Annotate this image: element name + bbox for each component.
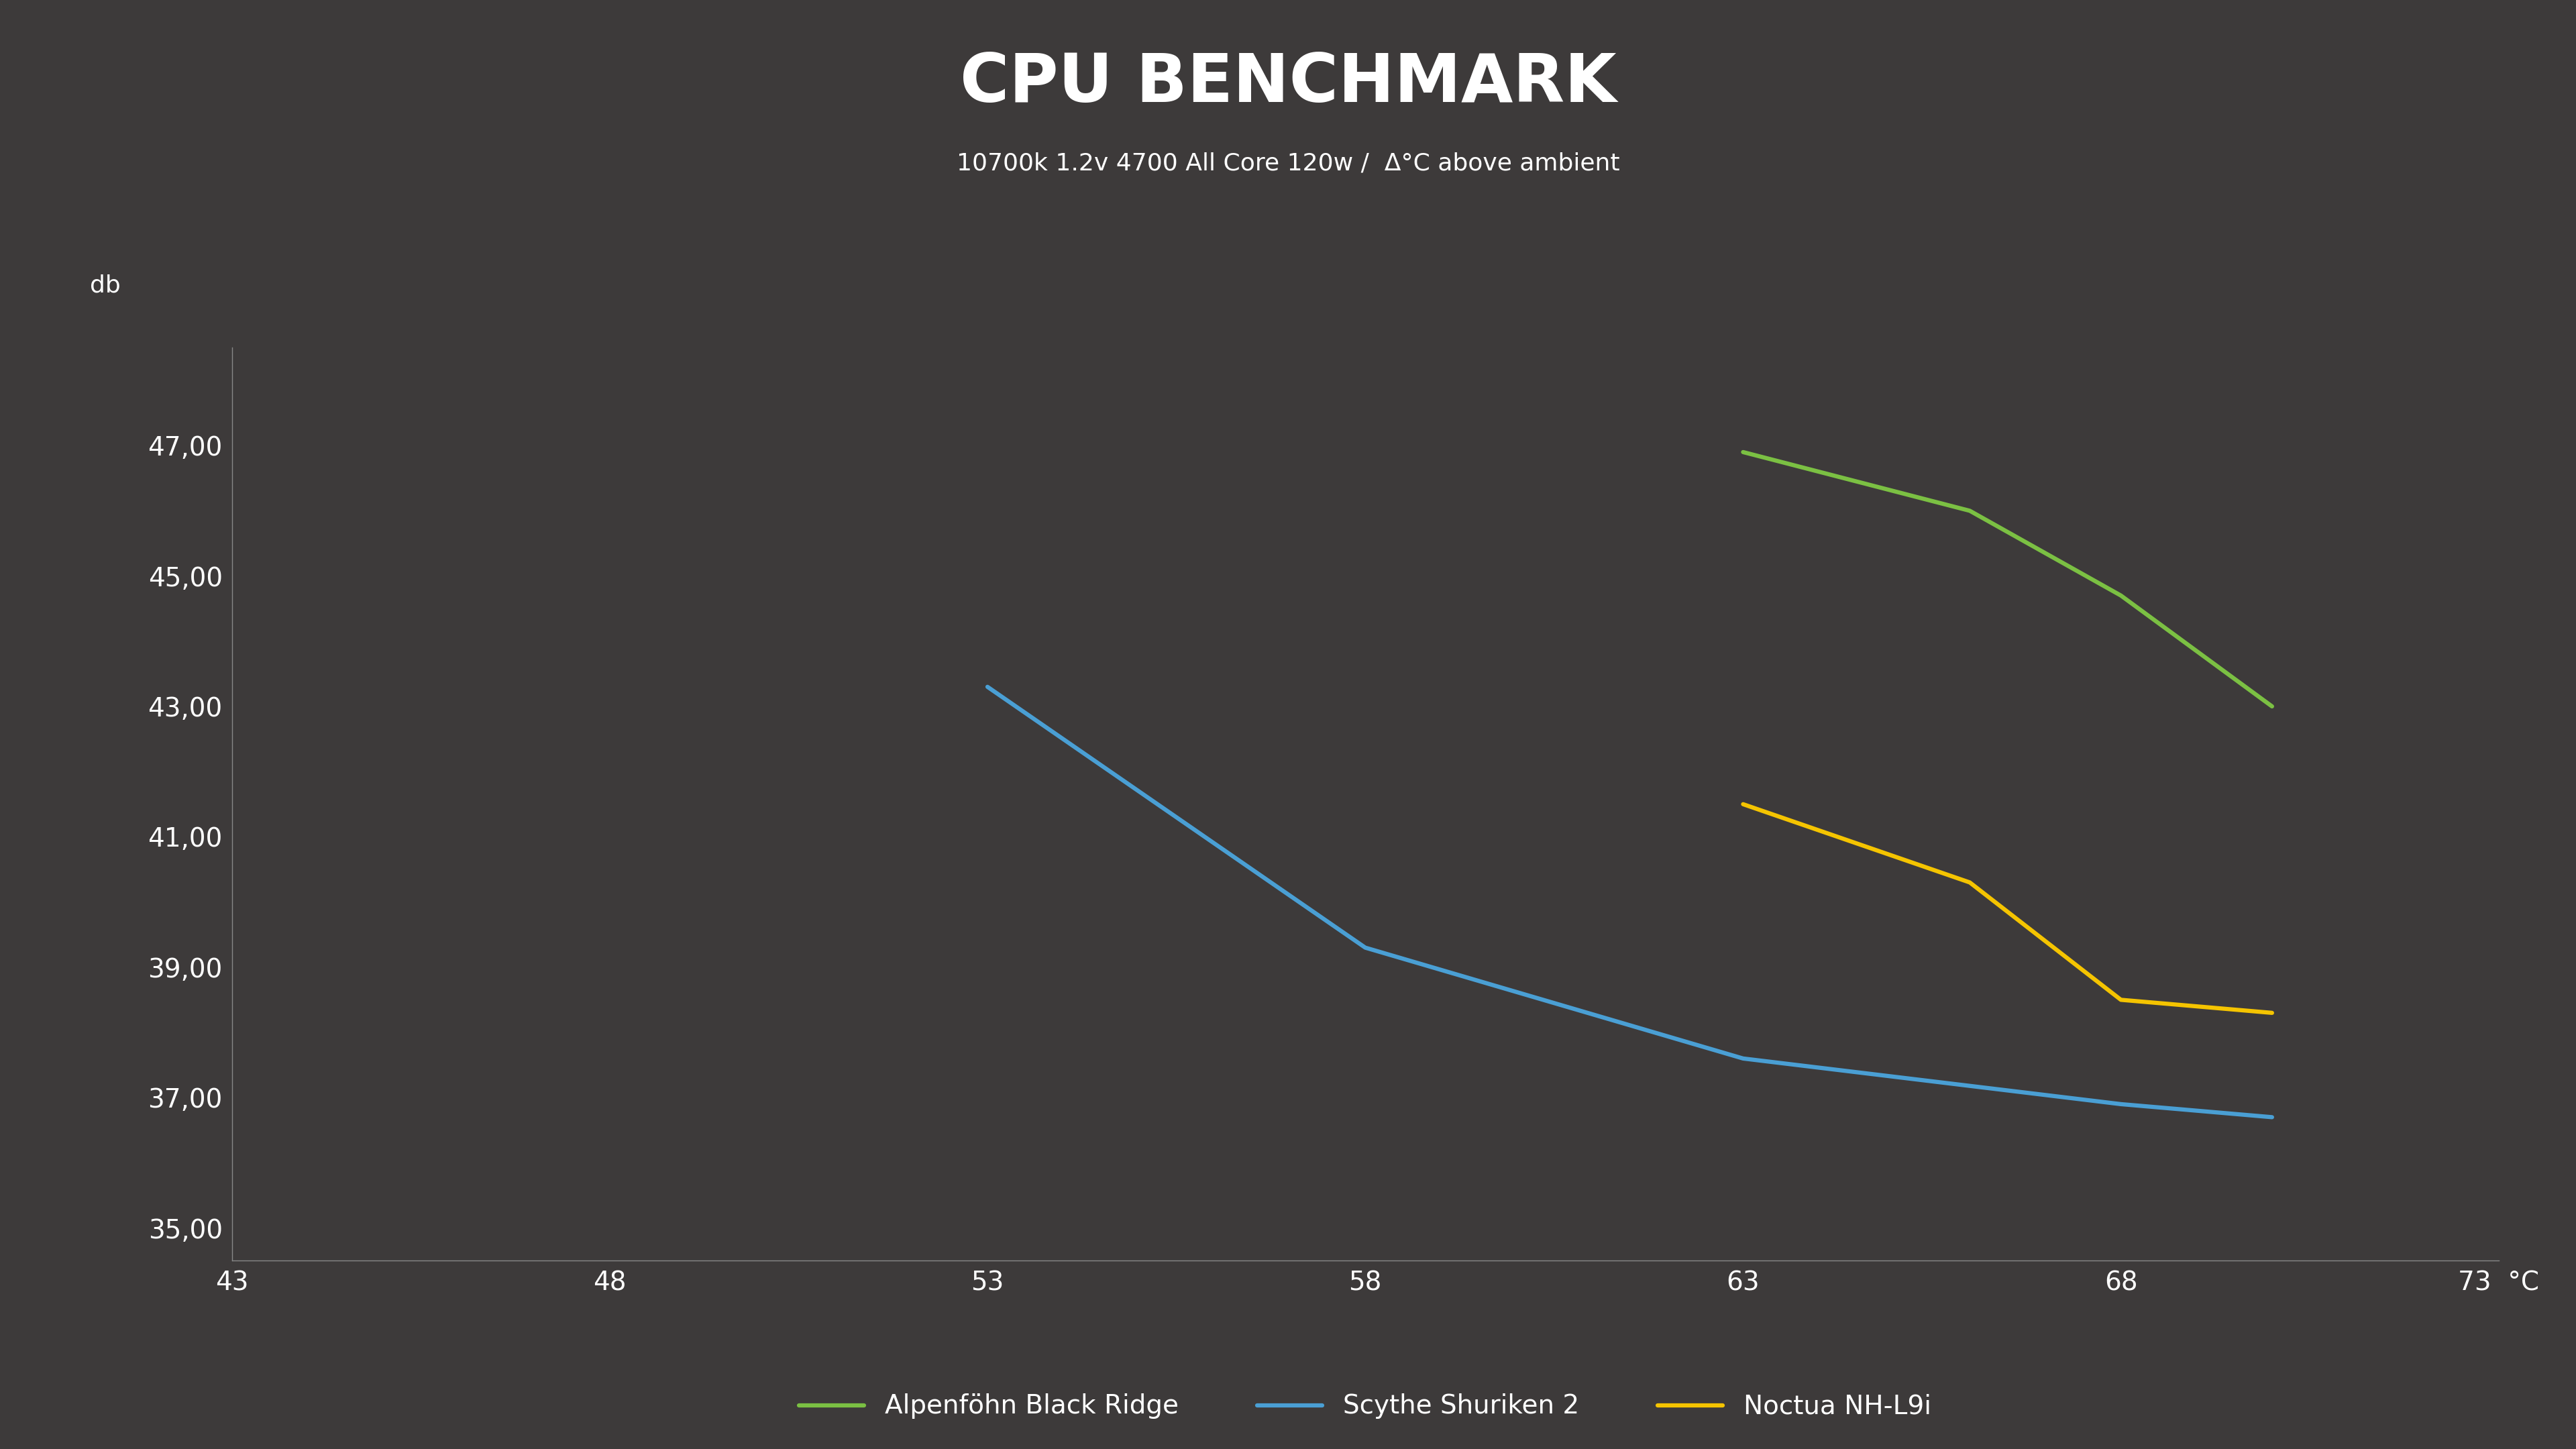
Scythe Shuriken 2 [1350, 939, 1381, 956]
Alpenföhn Black Ridge [2105, 587, 2136, 604]
Line: Noctua NH-L9i: Noctua NH-L9i [1744, 804, 2272, 1013]
Text: db: db [90, 274, 121, 297]
Legend: Alpenföhn Black Ridge, Scythe Shuriken 2, Noctua NH-L9i: Alpenföhn Black Ridge, Scythe Shuriken 2… [788, 1384, 1942, 1430]
Noctua NH-L9i [1728, 796, 1759, 813]
Scythe Shuriken 2 [2105, 1095, 2136, 1113]
Text: CPU BENCHMARK: CPU BENCHMARK [961, 51, 1615, 116]
Noctua NH-L9i [2105, 991, 2136, 1009]
Noctua NH-L9i [2257, 1004, 2287, 1022]
Text: 10700k 1.2v 4700 All Core 120w /  Δ°C above ambient: 10700k 1.2v 4700 All Core 120w / Δ°C abo… [956, 152, 1620, 175]
Noctua NH-L9i [1955, 874, 1986, 891]
Alpenföhn Black Ridge [2257, 697, 2287, 714]
Line: Alpenföhn Black Ridge: Alpenföhn Black Ridge [1744, 452, 2272, 706]
Scythe Shuriken 2 [1728, 1049, 1759, 1066]
Line: Scythe Shuriken 2: Scythe Shuriken 2 [987, 687, 2272, 1117]
Alpenföhn Black Ridge [1728, 443, 1759, 461]
Alpenföhn Black Ridge [1955, 501, 1986, 519]
Scythe Shuriken 2 [971, 678, 1002, 696]
Scythe Shuriken 2 [2257, 1108, 2287, 1126]
